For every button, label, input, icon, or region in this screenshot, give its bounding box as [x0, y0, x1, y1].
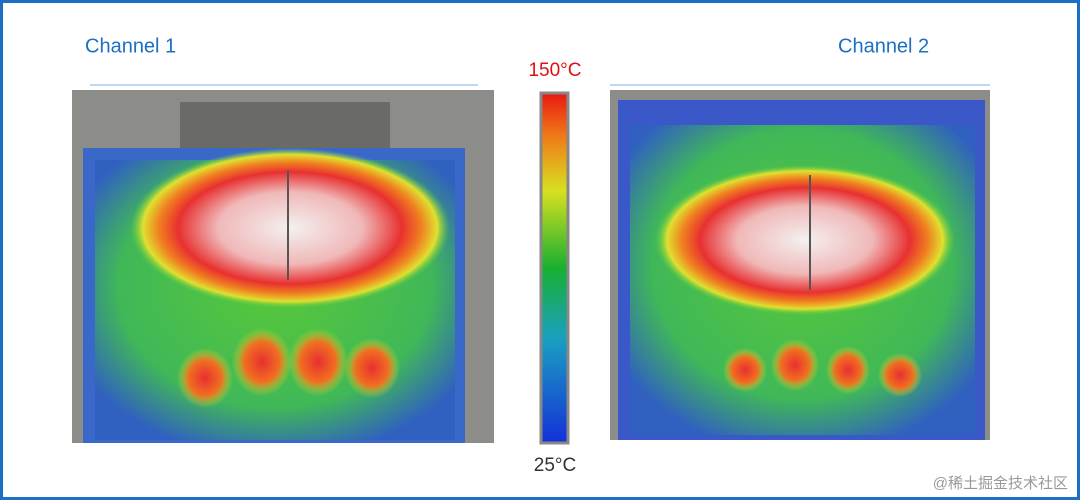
colorbar-min-label: 25°C: [534, 455, 576, 476]
colorbar: [539, 91, 570, 445]
panel-title: Channel 1: [85, 35, 176, 57]
thermal-image: [72, 90, 494, 443]
thermal-image: [610, 90, 990, 440]
watermark: @稀土掘金技术社区: [933, 475, 1068, 492]
panel-title: Channel 2: [838, 35, 929, 57]
colorbar-max-label: 150°C: [528, 60, 581, 81]
